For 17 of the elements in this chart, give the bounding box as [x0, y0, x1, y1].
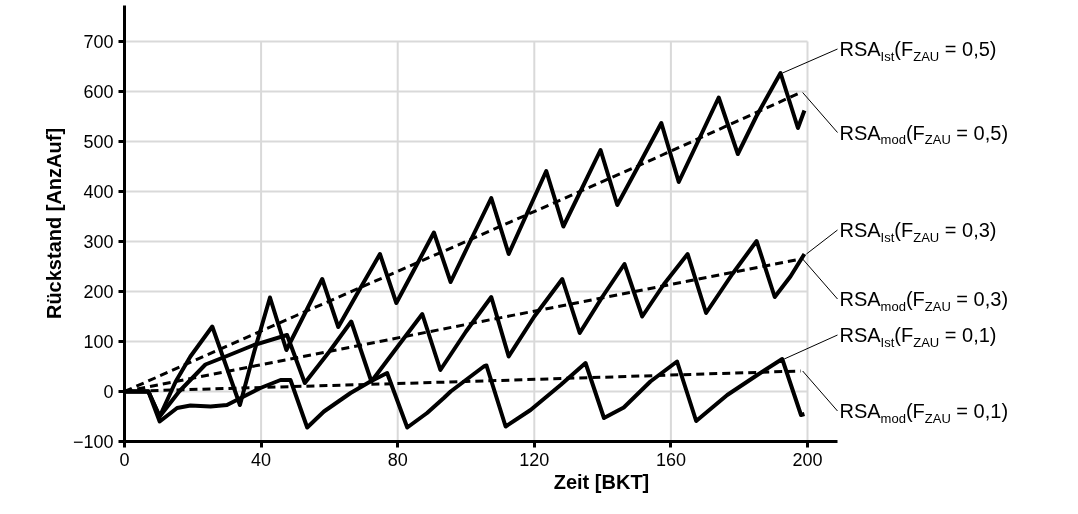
y-tick-label: 400	[83, 182, 114, 202]
y-tick-label: 600	[83, 82, 114, 102]
y-tick-label: 500	[83, 132, 114, 152]
x-tick-label: 200	[792, 449, 823, 470]
y-tick-label: 200	[83, 282, 114, 302]
x-tick-label: 160	[655, 449, 686, 470]
y-tick-label: 300	[83, 232, 114, 252]
x-tick-label: 120	[519, 449, 550, 470]
x-tick-label: 40	[251, 449, 272, 470]
y-tick-label: 100	[83, 332, 114, 352]
y-tick-label: −100	[72, 432, 114, 452]
x-tick-label: 0	[119, 449, 130, 470]
x-tick-label: 80	[387, 449, 408, 470]
y-tick-label: 0	[103, 382, 114, 402]
x-axis-title: Zeit [BKT]	[553, 470, 650, 493]
y-tick-label: 700	[83, 32, 114, 52]
y-axis-title: Rückstand [AnzAuf]	[42, 127, 65, 320]
